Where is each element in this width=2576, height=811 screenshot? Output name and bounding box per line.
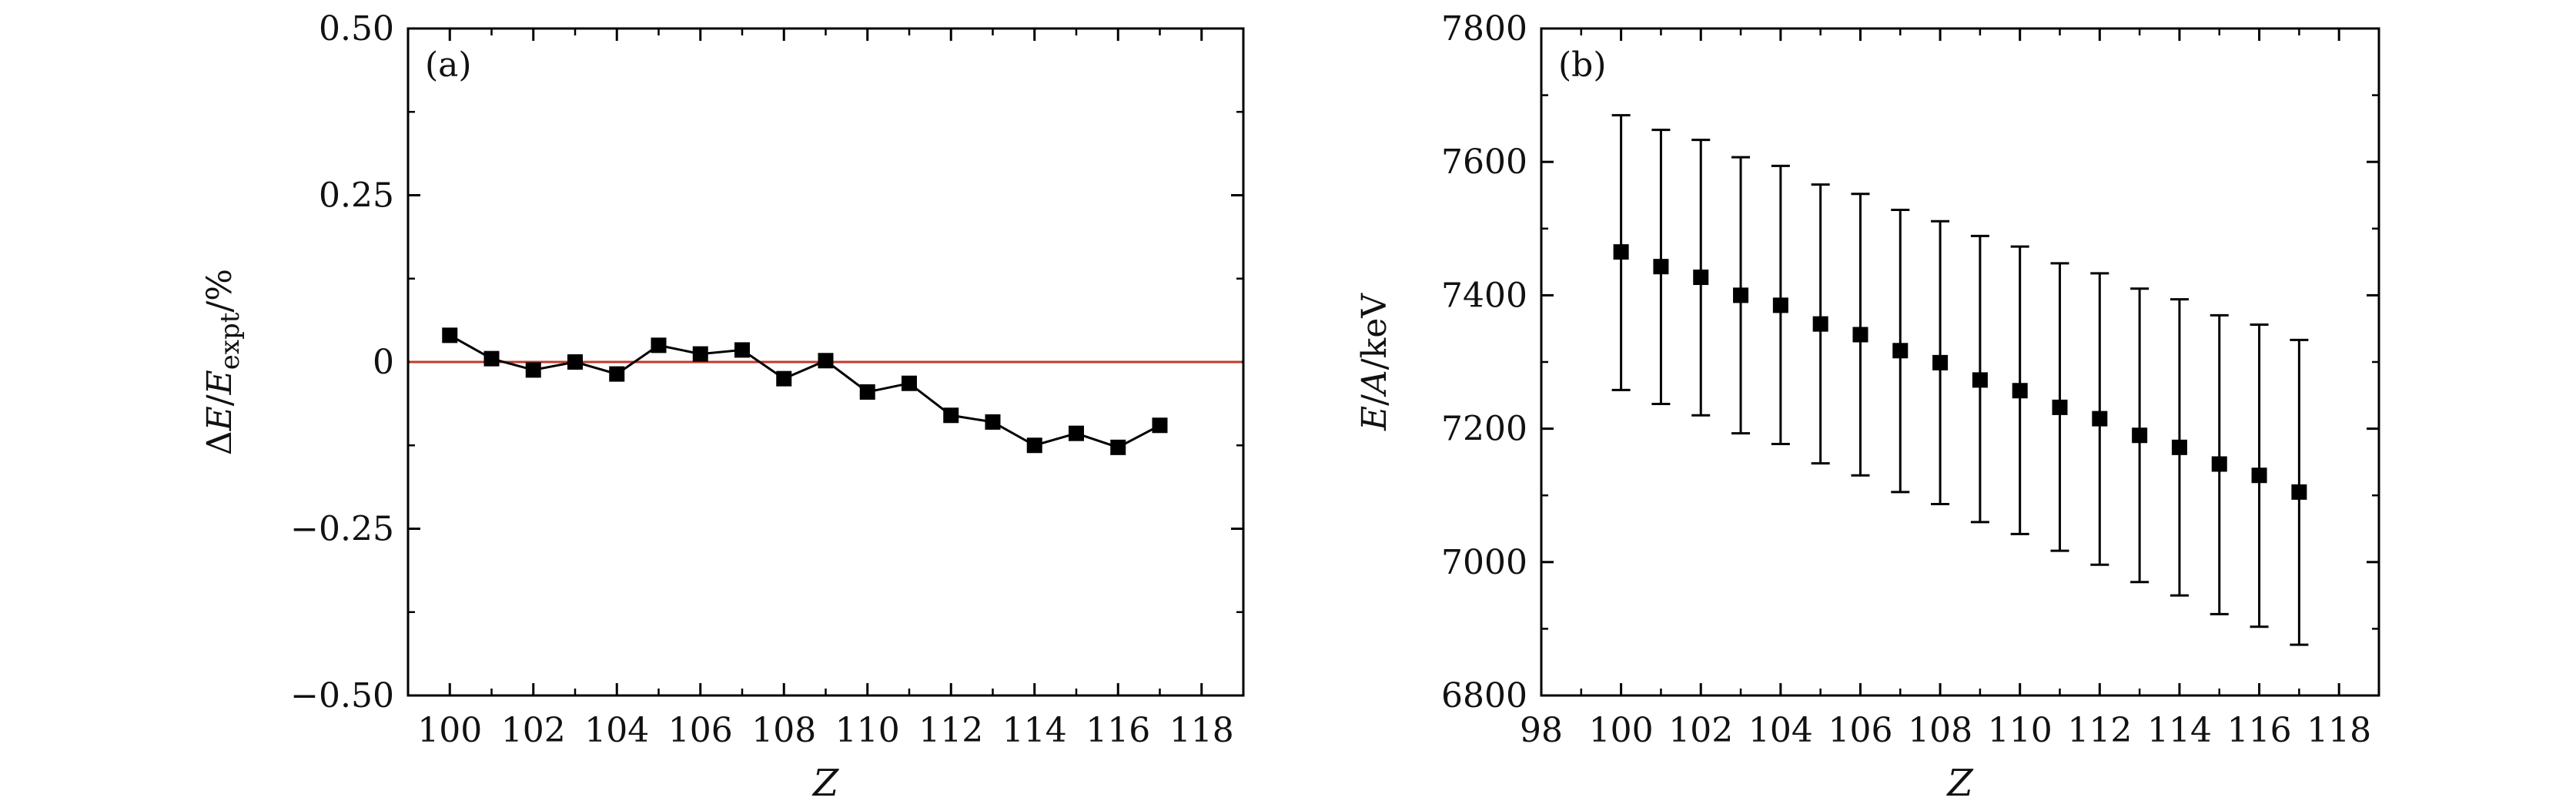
data-point [2291, 484, 2307, 500]
x-axis-label: Z [1945, 762, 1974, 805]
y-label-slash: / [200, 394, 239, 406]
data-point [651, 337, 667, 354]
y-tick-label: −0.25 [290, 510, 394, 549]
data-point [1852, 327, 1868, 343]
y-tick-label: 7400 [1441, 276, 1527, 315]
x-tick-label: 106 [668, 711, 733, 750]
x-tick-label: 116 [2227, 711, 2292, 750]
y-label-e2: E [200, 370, 239, 395]
x-axis-label: Z [811, 762, 840, 805]
data-point [2052, 399, 2068, 415]
data-point [1069, 425, 1084, 441]
y-label-e: E [200, 406, 239, 431]
y-tick-label: 7600 [1441, 142, 1527, 182]
x-tick-label: 114 [2147, 711, 2212, 750]
data-point [2251, 467, 2267, 484]
x-tick-label: 100 [1589, 711, 1654, 750]
x-tick-label: 106 [1828, 711, 1892, 750]
y-tick-label: 7000 [1441, 543, 1527, 582]
x-tick-label: 110 [835, 711, 900, 750]
data-point [2132, 427, 2148, 444]
plot-frame [1540, 27, 2380, 697]
y-label-delta: Δ [200, 431, 239, 455]
y-tick-label: 0 [373, 343, 394, 382]
series-line [449, 334, 1161, 449]
data-point [943, 407, 959, 424]
data-point [567, 354, 583, 370]
x-tick-label: 102 [1668, 711, 1733, 750]
x-tick-label: 102 [501, 711, 566, 750]
x-tick-label: 112 [918, 711, 983, 750]
y-tick-label: 7200 [1441, 410, 1527, 449]
y-label-slash1: / [1355, 394, 1394, 406]
data-point [483, 350, 500, 367]
data-point [1026, 437, 1042, 454]
y-tick-label: 6800 [1441, 676, 1527, 715]
x-tick-label: 108 [1908, 711, 1972, 750]
data-point [2012, 383, 2028, 399]
data-point [1613, 244, 1629, 260]
x-tick-label: 110 [1988, 711, 2052, 750]
data-point [1693, 270, 1709, 286]
data-point [442, 327, 458, 344]
data-point [1733, 287, 1749, 303]
panel-label: (a) [425, 45, 472, 85]
data-point [734, 342, 750, 358]
y-axis-label: ΔE/Eexpt/% [200, 269, 246, 455]
data-point [776, 370, 792, 387]
panel-b: 98 100 102 104 106 108 110 112 114 116 118 7800 7600… [1355, 9, 2380, 805]
data-point [1972, 372, 1988, 388]
data-point [1932, 354, 1949, 370]
data-point [2092, 411, 2108, 427]
data-point [1653, 259, 1669, 275]
y-label-a: A [1355, 370, 1394, 397]
data-point [1812, 316, 1828, 332]
data-point [1152, 417, 1168, 434]
data-point [1772, 297, 1788, 313]
y-tick-label: 0.50 [319, 9, 394, 49]
x-tick-label: 104 [584, 711, 649, 750]
data-point [2171, 439, 2187, 455]
panel-label: (b) [1558, 45, 1607, 85]
data-point [1892, 343, 1909, 359]
data-point [818, 353, 834, 369]
x-tick-label: 116 [1086, 711, 1150, 750]
data-point [859, 384, 875, 400]
data-point [902, 375, 917, 391]
data-point [985, 414, 1001, 430]
data-point [692, 346, 708, 362]
y-label-sub: expt [215, 312, 246, 370]
data-point [1110, 439, 1126, 455]
data-point [609, 366, 625, 382]
y-tick-label: −0.50 [290, 676, 394, 715]
x-tick-label: 118 [1169, 711, 1234, 750]
x-tick-label: 98 [1520, 711, 1563, 750]
y-axis-label: E/A/keV [1355, 293, 1394, 431]
y-label-unit: /% [200, 269, 239, 313]
x-tick-label: 100 [417, 711, 482, 750]
data-point [525, 362, 541, 378]
y-tick-label: 0.25 [319, 176, 394, 216]
y-label-e: E [1355, 406, 1394, 431]
x-tick-label: 112 [2067, 711, 2132, 750]
x-tick-label: 114 [1002, 711, 1067, 750]
y-label-unit: /keV [1355, 293, 1394, 370]
x-tick-label: 108 [751, 711, 816, 750]
y-tick-label: 7800 [1441, 9, 1527, 49]
panel-a: 100 102 104 106 108 110 112 114 116 118 0.50 0.25 0 −… [200, 9, 1245, 805]
x-tick-label: 118 [2307, 711, 2371, 750]
x-tick-label: 104 [1748, 711, 1813, 750]
data-point [2211, 456, 2227, 472]
